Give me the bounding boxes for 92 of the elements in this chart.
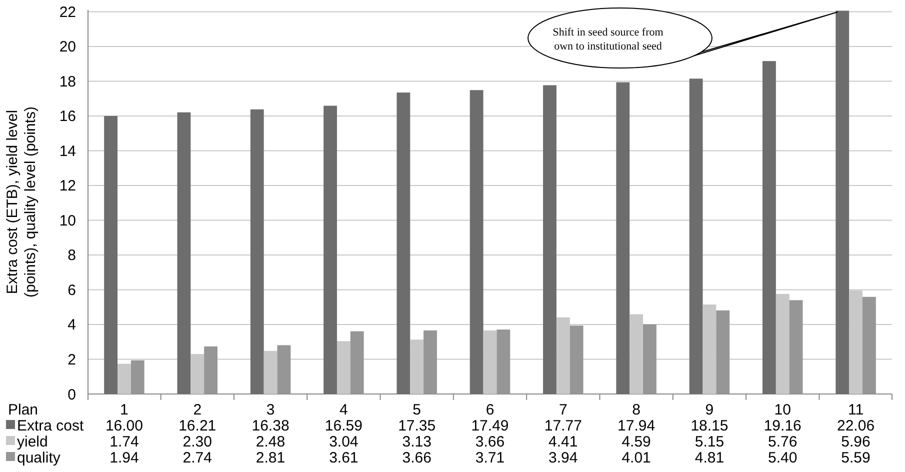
data-label: 3.04 — [329, 433, 358, 450]
data-label: 22.06 — [837, 417, 875, 434]
y-tick-label: 10 — [59, 212, 76, 230]
data-label: 2.48 — [256, 433, 286, 450]
data-label: 1.74 — [110, 433, 139, 450]
bar — [190, 354, 204, 394]
y-tick-label: 6 — [68, 282, 76, 299]
bar — [789, 300, 803, 394]
data-label: 2.74 — [182, 449, 212, 466]
x-tick-label: 11 — [848, 401, 864, 418]
data-label: 4.01 — [622, 449, 651, 466]
x-tick-label: 6 — [486, 401, 494, 418]
data-label: 17.35 — [398, 417, 436, 434]
x-tick-label: 3 — [266, 401, 275, 418]
data-label: 3.61 — [329, 449, 358, 466]
bar — [836, 10, 850, 394]
bar — [410, 340, 424, 394]
data-label: 18.15 — [690, 417, 728, 434]
y-tick-label: 16 — [59, 108, 76, 126]
data-label: 5.15 — [694, 433, 724, 450]
data-label: 3.94 — [548, 449, 578, 466]
y-tick-label: 2 — [68, 352, 76, 368]
x-tick-label: 5 — [412, 401, 422, 418]
bar — [324, 106, 337, 394]
bar — [702, 304, 716, 394]
data-label: 3.66 — [402, 449, 432, 466]
x-tick-label: 4 — [340, 401, 348, 418]
legend-label: yield — [17, 433, 48, 450]
y-tick-label: 8 — [68, 247, 76, 264]
x-tick-label: 1 — [120, 401, 128, 418]
bar — [336, 341, 350, 394]
data-label: 3.71 — [475, 449, 505, 466]
data-label: 5.59 — [841, 449, 870, 466]
bar — [862, 296, 876, 394]
data-label: 2.81 — [256, 449, 286, 466]
x-tick-label: 10 — [774, 401, 791, 418]
bar — [616, 82, 630, 394]
bar — [130, 360, 144, 394]
data-label: 3.13 — [402, 433, 432, 450]
bar — [204, 346, 218, 394]
data-label: 2.30 — [182, 433, 212, 450]
bar — [277, 345, 291, 394]
y-tick-label: 22 — [59, 4, 76, 21]
x-tick-label: 7 — [558, 401, 568, 418]
x-axis-title: Plan — [8, 401, 38, 418]
bar — [496, 330, 510, 394]
data-label: 4.41 — [548, 433, 578, 450]
bar — [483, 330, 497, 394]
y-axis-title: Extra cost (ETB), yield level (points), quality level (points) — [4, 106, 39, 298]
bar — [424, 330, 437, 394]
y-tick-label: 0 — [68, 386, 76, 404]
data-label: 5.96 — [841, 433, 870, 450]
bar — [264, 350, 278, 394]
legend-label: quality — [17, 449, 61, 466]
x-tick-label: 2 — [193, 401, 202, 418]
annotation: Shift in seed source from own to institutional seed — [552, 26, 664, 53]
legend-label: Extra cost — [17, 417, 85, 434]
bar — [104, 116, 118, 394]
data-label: 17.49 — [471, 417, 509, 434]
data-label: 17.77 — [544, 417, 582, 434]
bar — [776, 294, 790, 394]
data-label: 4.59 — [622, 433, 651, 450]
bar — [350, 331, 364, 394]
bar — [689, 78, 703, 394]
bar — [177, 112, 191, 394]
data-label: 16.21 — [178, 417, 216, 434]
data-label: 16.38 — [252, 417, 290, 434]
data-label: 4.81 — [694, 449, 724, 466]
y-tick-label: 20 — [59, 38, 76, 56]
data-label: 5.40 — [768, 449, 798, 466]
bar — [396, 92, 410, 394]
bar — [118, 364, 131, 394]
bar — [762, 61, 776, 394]
bar — [643, 324, 656, 394]
x-tick-label: 8 — [632, 401, 640, 418]
bar — [570, 326, 584, 394]
data-label: 3.66 — [475, 433, 505, 450]
y-tick-label: 14 — [59, 142, 76, 160]
x-tick-label: 9 — [705, 401, 714, 418]
data-label: 19.16 — [764, 417, 802, 434]
bar — [543, 85, 556, 394]
data-label: 16.00 — [105, 417, 143, 434]
y-tick-label: 12 — [59, 178, 76, 195]
bar — [250, 109, 264, 394]
data-label: 16.59 — [324, 417, 362, 434]
bar — [470, 90, 484, 394]
data-label: 5.76 — [768, 433, 798, 450]
y-tick-label: 18 — [59, 73, 76, 90]
bar — [716, 310, 730, 394]
data-label: 17.94 — [618, 417, 656, 434]
y-tick-label: 4 — [68, 316, 76, 334]
data-label: 1.94 — [110, 449, 139, 466]
